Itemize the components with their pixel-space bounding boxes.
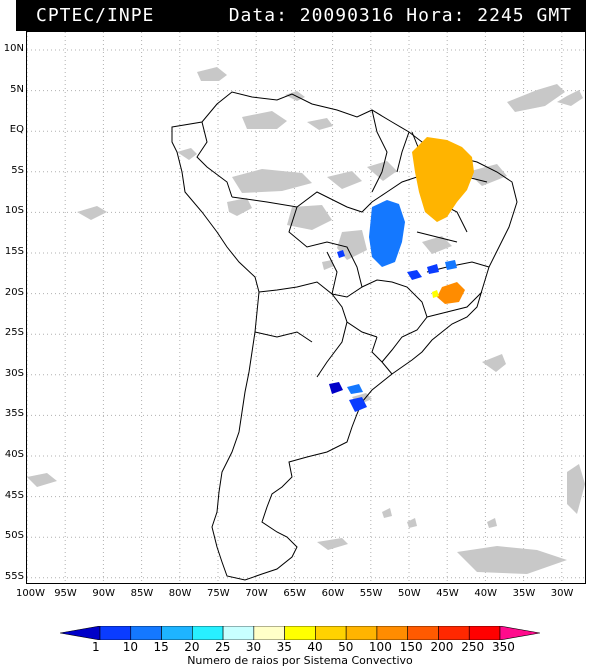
legend-swatch <box>468 626 501 640</box>
lat-label: 25S <box>4 327 24 339</box>
lon-label: 40W <box>474 588 498 599</box>
lat-label: 10S <box>4 205 24 217</box>
legend-swatch <box>499 626 540 640</box>
datetime-label: Data: 20090316 Hora: 2245 GMT <box>228 5 572 26</box>
legend-swatch <box>192 626 224 640</box>
lat-label: 45S <box>4 489 24 501</box>
lon-label: 75W <box>207 588 230 599</box>
lon-label: 80W <box>168 588 192 599</box>
lat-label: 15S <box>4 246 24 257</box>
lon-label: 45W <box>436 588 459 599</box>
lat-label: 35S <box>4 408 24 420</box>
cloud-cover <box>27 67 585 574</box>
lon-label: 90W <box>92 588 116 599</box>
lightning-map <box>27 32 585 583</box>
legend-swatch <box>130 626 162 640</box>
lat-label: 50S <box>4 530 24 542</box>
legend-swatch <box>345 626 378 640</box>
legend-swatch <box>376 626 408 640</box>
lon-label: 30W <box>550 588 574 599</box>
legend-value: 40 <box>307 640 323 654</box>
legend-value: 10 <box>122 640 139 654</box>
lon-label: 85W <box>130 588 154 599</box>
lon-label: 95W <box>54 588 77 599</box>
lon-label: 100W <box>16 588 45 599</box>
legend-value: 250 <box>461 640 485 654</box>
convective-systems <box>329 137 474 412</box>
legend-colorbar <box>60 626 540 640</box>
legend-swatch <box>60 626 101 640</box>
lat-label: 5S <box>11 164 24 176</box>
lat-label: EQ <box>9 124 24 136</box>
lon-label: 55W <box>359 588 383 599</box>
lat-label: 10N <box>3 43 24 54</box>
legend-swatch <box>222 626 255 640</box>
graticule <box>27 32 585 583</box>
legend-value: 15 <box>153 640 169 654</box>
lon-label: 70W <box>245 588 268 599</box>
lon-label: 50W <box>398 588 421 599</box>
legend-value: 100 <box>368 640 392 654</box>
legend-swatch <box>284 626 316 640</box>
legend-value: 200 <box>430 640 454 654</box>
legend-swatch <box>99 626 132 640</box>
title-bar: CPTEC/INPE Data: 20090316 Hora: 2245 GMT <box>16 0 586 31</box>
legend-value: 50 <box>338 640 354 654</box>
lat-label: 20S <box>4 286 24 298</box>
lon-label: 60W <box>321 588 345 599</box>
legend-value: 150 <box>399 640 423 654</box>
legend-value: 350 <box>492 640 515 654</box>
source-label: CPTEC/INPE <box>36 5 155 26</box>
lat-label: 40S <box>4 449 24 460</box>
legend-value: 35 <box>276 640 292 654</box>
lat-label: 5N <box>10 83 24 95</box>
legend-swatch <box>253 626 285 640</box>
lat-label: 30S <box>4 367 24 379</box>
legend-swatch <box>161 626 193 640</box>
legend-swatch <box>315 626 347 640</box>
legend-swatch <box>438 626 470 640</box>
legend-value: 20 <box>184 640 200 654</box>
map-panel <box>26 31 586 584</box>
legend-caption: Numero de raios por Sistema Convectivo <box>187 654 413 667</box>
legend-value: 25 <box>215 640 231 654</box>
legend-value: 1 <box>92 640 100 654</box>
legend-value: 30 <box>245 640 262 654</box>
legend-swatch <box>407 626 439 640</box>
lon-label: 65W <box>283 588 307 599</box>
lon-label: 35W <box>512 588 536 599</box>
lat-label: 55S <box>4 570 24 582</box>
